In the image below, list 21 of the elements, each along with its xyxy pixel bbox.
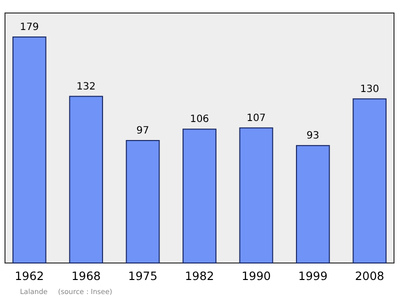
data-label: 179	[20, 22, 39, 33]
x-tick-label: 1982	[184, 269, 214, 283]
x-tick-label: 1968	[71, 269, 101, 283]
x-tick-label: 1975	[128, 269, 158, 283]
bar	[12, 36, 46, 264]
data-label: 107	[246, 112, 266, 124]
data-label: 106	[190, 114, 210, 126]
x-tick-label: 1962	[14, 269, 44, 283]
data-label: 93	[306, 130, 320, 142]
bar	[239, 127, 274, 264]
data-label: 132	[76, 81, 96, 92]
bar	[182, 128, 216, 264]
x-tick-label: 1999	[298, 269, 328, 283]
bar	[296, 145, 330, 264]
bar	[69, 96, 104, 264]
x-tick-label: 1990	[242, 269, 271, 283]
data-label: 130	[360, 84, 380, 95]
bar	[352, 98, 387, 264]
bar	[126, 140, 160, 264]
data-label: 97	[136, 126, 150, 137]
x-tick-label: 2008	[354, 269, 384, 283]
